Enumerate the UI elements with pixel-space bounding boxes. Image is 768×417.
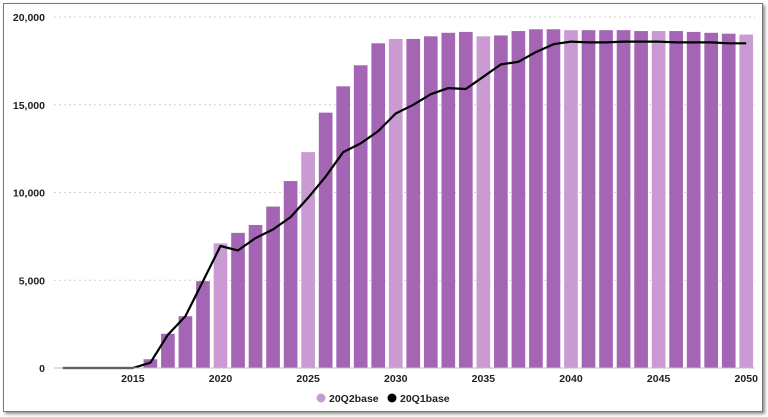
- legend-swatch-20q2base: [316, 393, 326, 403]
- bar-2037: [511, 31, 526, 368]
- x-tick-label: 2050: [735, 373, 759, 385]
- bar-2022: [248, 224, 263, 368]
- bar-2033: [441, 32, 456, 369]
- line-20q1base: [62, 40, 747, 370]
- bar-2031: [406, 38, 421, 368]
- x-tick-label: 2015: [121, 373, 145, 385]
- bar-2020: [213, 243, 228, 368]
- bar-2035: [476, 36, 491, 369]
- bar-2044: [634, 31, 648, 368]
- bar-2019: [196, 281, 210, 368]
- gridlines: [54, 16, 755, 281]
- bar-2050: [739, 34, 754, 369]
- bar-2047: [686, 31, 701, 368]
- bar-2042: [599, 30, 613, 368]
- x-tick-label: 2040: [559, 373, 583, 385]
- bar-2041: [581, 30, 596, 368]
- legend-label-20q1base: 20Q1base: [400, 393, 450, 405]
- bar-2036: [494, 35, 508, 369]
- y-tick-label: 10,000: [13, 188, 45, 200]
- legend-label-20q2base: 20Q2base: [329, 393, 379, 405]
- x-tick-label: 2045: [647, 373, 671, 385]
- bar-2034: [459, 31, 473, 368]
- y-tick-label: 5,000: [19, 275, 45, 287]
- bar-2043: [616, 30, 631, 368]
- y-tick-label: 20,000: [13, 12, 45, 24]
- bar-2024: [283, 181, 298, 368]
- bar-2027: [336, 86, 350, 368]
- bar-series: [143, 29, 754, 369]
- bar-2025: [301, 152, 315, 368]
- bar-2023: [266, 206, 280, 368]
- bar-2029: [371, 43, 386, 368]
- x-tick-label: 2025: [296, 373, 320, 385]
- bar-2048: [704, 32, 719, 369]
- bar-2032: [423, 36, 438, 369]
- legend-swatch-20q1base: [387, 393, 397, 403]
- bar-2049: [721, 33, 736, 369]
- bar-2026: [318, 112, 333, 369]
- y-tick-label: 15,000: [13, 100, 45, 112]
- bar-2018: [178, 316, 193, 368]
- bar-2017: [161, 333, 175, 368]
- bar-2028: [353, 65, 368, 368]
- axes: 0 5,000 10,000 15,000 20,000 2015 2020 2025 2030…: [13, 12, 758, 385]
- bar-2038: [529, 29, 543, 368]
- line-series: [62, 40, 747, 370]
- legend: 20Q2base 20Q1base: [316, 393, 450, 405]
- bar-2039: [546, 29, 561, 368]
- bar-2030: [388, 38, 403, 368]
- bar-2040: [564, 30, 578, 368]
- bar-2045: [651, 31, 666, 368]
- y-tick-label: 0: [39, 363, 45, 375]
- x-tick-label: 2020: [209, 373, 233, 385]
- bar-2021: [231, 232, 245, 368]
- x-tick-label: 2035: [472, 373, 496, 385]
- x-tick-label: 2030: [384, 373, 408, 385]
- bar-2046: [669, 31, 683, 368]
